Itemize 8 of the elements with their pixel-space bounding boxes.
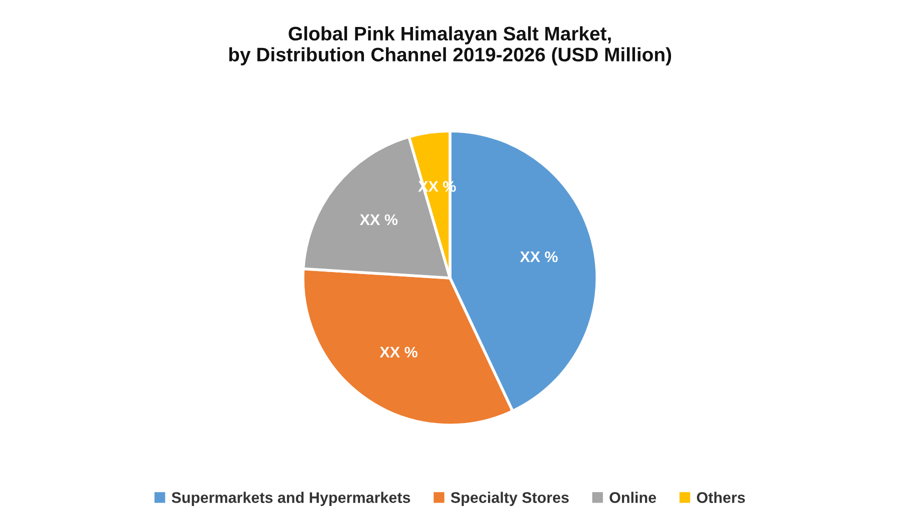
data-label: XX % [520,251,558,262]
chart-title: Global Pink Himalayan Salt Market, by Distribution Channel 2019-2026 (USD Million) [229,26,672,66]
data-label: XX % [360,214,398,226]
legend-label: Online [610,492,656,503]
data-label: XX % [380,346,418,358]
legend-label: Specialty Stores [450,492,569,506]
legend-label: Others [696,492,745,503]
legend-label: Supermarkets and Hypermarkets [172,492,410,506]
